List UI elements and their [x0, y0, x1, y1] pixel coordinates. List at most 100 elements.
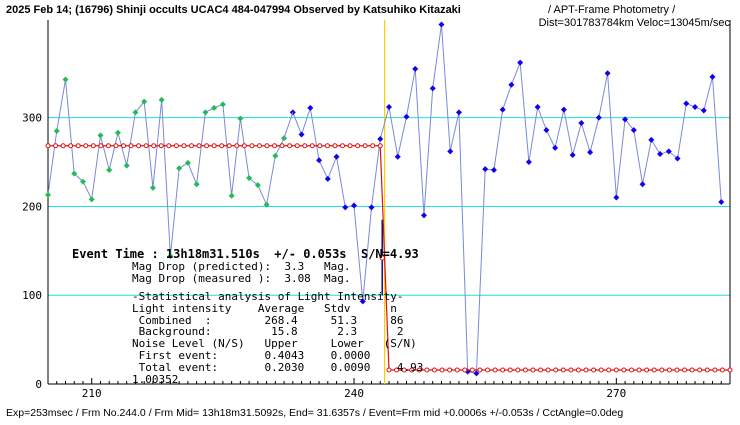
- model-marker-0-8: [105, 143, 111, 149]
- data-point-0-6: [97, 132, 104, 139]
- data-point-1-30: [552, 144, 559, 151]
- data-point-1-3: [316, 157, 323, 164]
- mag-drop-predicted: Mag Drop (predicted): 3.3 Mag.: [132, 260, 351, 273]
- data-point-0-3: [71, 170, 78, 177]
- x-tick-label-270: 270: [606, 387, 626, 400]
- data-point-0-5: [88, 196, 95, 203]
- data-point-1-39: [630, 127, 637, 134]
- model-marker-0-18: [181, 143, 187, 149]
- data-point-1-10: [377, 135, 384, 142]
- model-marker-1-27: [591, 367, 597, 373]
- model-marker-1-7: [439, 367, 445, 373]
- footer-info: Exp=253msec / Frm No.244.0 / Frm Mid= 13…: [6, 407, 623, 419]
- extra-value: 1.00352: [132, 373, 178, 386]
- model-marker-1-39: [682, 367, 688, 373]
- model-marker-0-5: [83, 143, 89, 149]
- model-marker-0-40: [347, 143, 353, 149]
- model-marker-1-40: [689, 367, 695, 373]
- data-point-0-11: [141, 98, 148, 105]
- data-point-0-15: [176, 165, 183, 172]
- data-point-0-0: [45, 191, 51, 198]
- data-point-0-18: [202, 109, 209, 116]
- model-marker-0-41: [355, 143, 361, 149]
- tick-labels: 100 200 300 0 210 240 270: [22, 112, 626, 400]
- data-point-1-43: [665, 148, 672, 155]
- data-point-0-9: [123, 162, 130, 169]
- data-point-1-6: [342, 204, 349, 211]
- data-point-1-28: [534, 104, 541, 111]
- model-marker-0-25: [234, 143, 240, 149]
- data-point-0-19: [211, 104, 218, 111]
- data-point-1-14: [412, 65, 419, 72]
- model-marker-0-6: [90, 143, 96, 149]
- model-marker-1-15: [500, 367, 506, 373]
- data-point-1-11: [386, 104, 392, 111]
- model-marker-1-36: [659, 367, 665, 373]
- data-point-1-49: [718, 199, 725, 205]
- data-point-1-24: [499, 106, 506, 113]
- model-marker-0-32: [287, 143, 293, 149]
- model-marker-1-44: [719, 367, 725, 373]
- model-marker-0-22: [211, 143, 217, 149]
- drop-midpoint-marker: [379, 255, 385, 261]
- model-marker-0-21: [204, 143, 210, 149]
- model-marker-0-15: [158, 143, 164, 149]
- y-tick-label-200: 200: [22, 200, 42, 213]
- model-marker-1-34: [644, 367, 650, 373]
- noise-first: First event: 0.4043 0.0000: [132, 349, 370, 362]
- model-marker-1-0: [386, 367, 392, 373]
- model-marker-1-31: [621, 367, 627, 373]
- model-marker-0-7: [98, 143, 104, 149]
- data-point-1-17: [438, 21, 445, 28]
- data-point-0-7: [106, 167, 113, 174]
- data-point-0-1: [53, 127, 60, 134]
- data-point-1-47: [700, 107, 707, 114]
- model-marker-1-41: [697, 367, 703, 373]
- model-marker-0-39: [340, 143, 345, 149]
- model-marker-1-45: [727, 367, 733, 373]
- model-marker-0-36: [317, 143, 323, 149]
- model-marker-1-21: [545, 367, 551, 373]
- model-marker-0-42: [362, 143, 368, 149]
- stats-panel: Event Time : 13h18m31.510s +/- 0.053s S/…: [72, 247, 423, 386]
- data-point-0-24: [254, 182, 261, 189]
- model-marker-0-43: [370, 143, 376, 149]
- mag-drop-measured: Mag Drop (measured ): 3.08 Mag.: [132, 272, 351, 285]
- model-marker-0-3: [68, 143, 74, 149]
- data-point-1-19: [455, 109, 462, 116]
- model-marker-1-29: [606, 367, 612, 373]
- stats-section-title: -Statistical analysis of Light Intensity…: [132, 290, 404, 303]
- data-point-1-48: [709, 73, 716, 80]
- data-point-1-41: [648, 136, 655, 143]
- data-point-1-5: [333, 153, 340, 160]
- model-marker-1-4: [416, 367, 422, 373]
- model-marker-1-43: [712, 367, 718, 373]
- data-point-1-26: [517, 59, 524, 66]
- data-point-0-13: [158, 96, 165, 103]
- model-marker-0-38: [332, 143, 338, 149]
- data-point-1-32: [569, 151, 576, 158]
- model-marker-0-30: [272, 143, 278, 149]
- noise-total: Total event: 0.2030 0.0090 4.93: [132, 361, 423, 374]
- model-marker-1-24: [568, 367, 574, 373]
- data-point-1-2: [307, 104, 314, 111]
- model-marker-1-28: [598, 367, 604, 373]
- model-marker-1-12: [477, 367, 483, 373]
- grid-lines: [48, 117, 730, 296]
- model-marker-0-44: [377, 143, 383, 149]
- data-point-0-26: [272, 152, 279, 159]
- model-marker-1-14: [492, 367, 498, 373]
- model-marker-1-19: [530, 367, 536, 373]
- data-point-1-42: [657, 151, 664, 158]
- series-connector: [283, 112, 294, 139]
- data-point-1-44: [674, 155, 681, 162]
- data-point-1-4: [324, 175, 331, 182]
- model-marker-0-20: [196, 143, 202, 149]
- data-series: [45, 21, 733, 377]
- model-marker-1-20: [538, 367, 544, 373]
- data-point-1-18: [447, 148, 454, 155]
- model-marker-1-42: [704, 367, 710, 373]
- y-tick-label-100: 100: [22, 289, 42, 302]
- data-point-1-16: [429, 85, 436, 92]
- model-marker-0-34: [302, 143, 308, 149]
